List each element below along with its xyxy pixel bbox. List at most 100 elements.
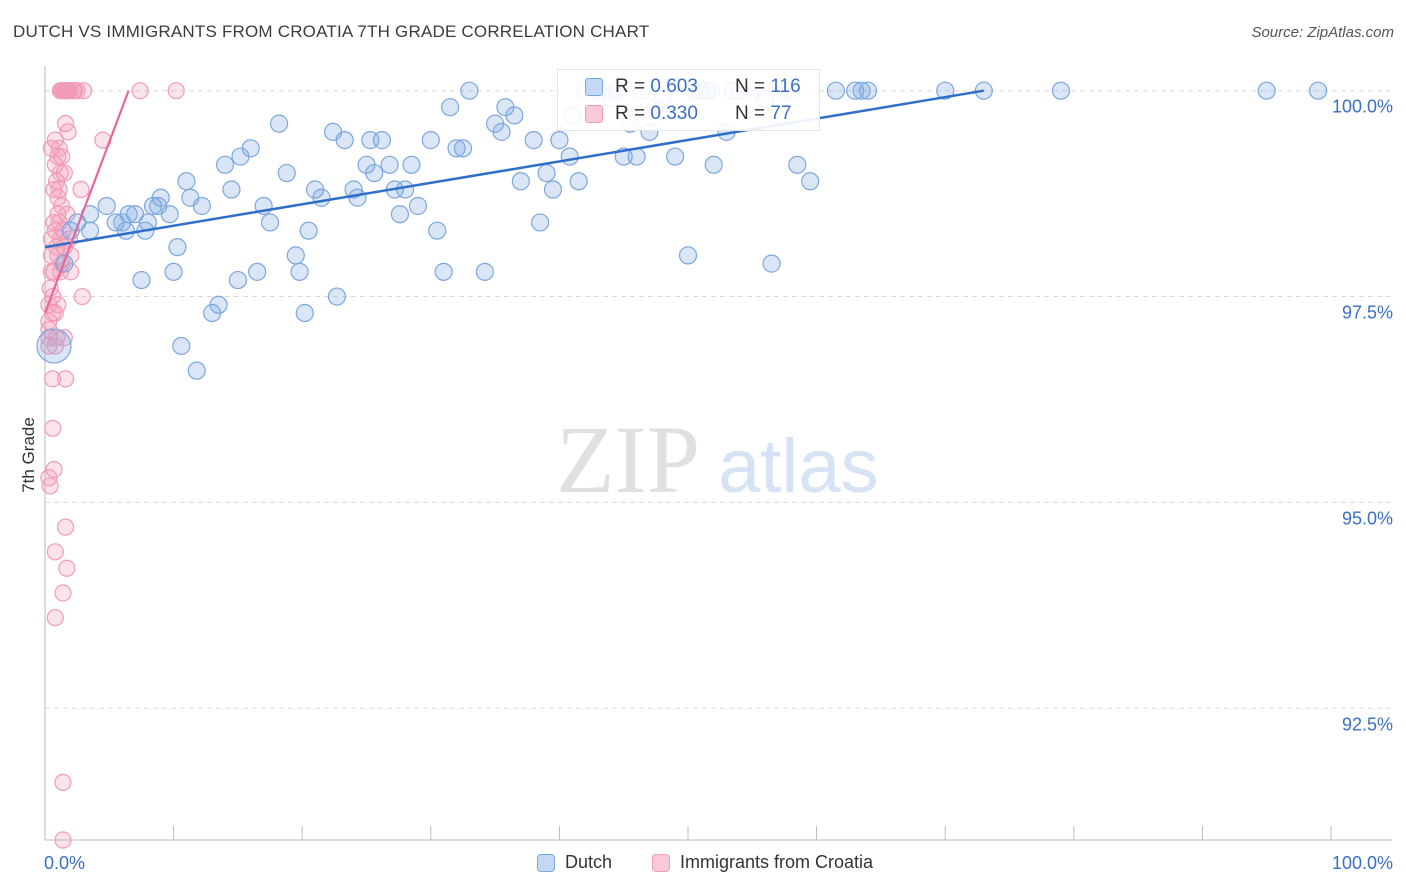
- data-point-croatia: [42, 139, 61, 157]
- data-point-dutch: [164, 262, 183, 281]
- trend-lines: [43, 89, 984, 314]
- data-point-dutch: [277, 163, 296, 183]
- data-point-dutch: [365, 163, 384, 183]
- data-point-dutch: [762, 254, 781, 273]
- data-point-croatia: [58, 559, 76, 577]
- data-point-croatia: [45, 460, 63, 479]
- x-tick-label: 100.0%: [1332, 853, 1393, 873]
- data-point-dutch: [434, 262, 453, 281]
- data-point-dutch: [119, 205, 138, 224]
- data-point-croatia: [56, 370, 75, 388]
- data-point-croatia: [49, 296, 67, 314]
- data-point-croatia: [46, 131, 64, 149]
- y-tick-label: 92.5%: [1342, 714, 1393, 734]
- data-point-dutch: [1257, 81, 1276, 100]
- data-point-dutch: [1309, 81, 1328, 100]
- n-value-croatia: 77: [770, 103, 792, 124]
- data-point-dutch: [543, 180, 563, 199]
- legend-swatch-croatia: [652, 853, 670, 872]
- data-point-dutch: [511, 172, 530, 191]
- data-point-croatia: [53, 197, 71, 215]
- data-point-dutch: [125, 205, 145, 224]
- croatia-swatch: [585, 105, 603, 123]
- data-point-dutch: [177, 172, 196, 191]
- data-point-dutch: [248, 262, 267, 281]
- data-point-dutch: [524, 131, 543, 150]
- watermark-zip: ZIP: [556, 406, 700, 513]
- data-point-croatia: [131, 82, 149, 100]
- data-point-dutch: [846, 81, 865, 100]
- data-point-dutch: [505, 106, 524, 125]
- data-point-dutch: [260, 213, 280, 232]
- data-point-dutch: [132, 270, 151, 290]
- data-point-dutch: [241, 139, 260, 158]
- data-point-croatia: [50, 180, 68, 199]
- data-point-dutch: [80, 221, 100, 240]
- grid-lines: [45, 90, 1392, 709]
- r-value-dutch: 0.603: [650, 76, 698, 97]
- data-point-dutch: [826, 81, 845, 100]
- data-point-dutch: [312, 188, 331, 207]
- data-point-croatia: [54, 773, 72, 791]
- data-point-dutch: [209, 295, 228, 314]
- data-point-dutch: [560, 147, 579, 166]
- data-point-dutch: [460, 81, 479, 100]
- legend-label-dutch: Dutch: [565, 852, 613, 872]
- data-point-dutch: [187, 361, 206, 380]
- r-value-croatia: 0.330: [650, 103, 698, 124]
- n-value-dutch: 116: [770, 76, 801, 97]
- data-point-dutch: [36, 328, 72, 364]
- data-point-croatia: [44, 370, 62, 388]
- data-point-dutch: [116, 221, 136, 240]
- data-point-dutch: [380, 155, 399, 174]
- data-point-croatia: [54, 831, 72, 849]
- data-point-dutch: [788, 155, 807, 174]
- data-point-croatia: [74, 82, 93, 100]
- data-point-dutch: [286, 246, 305, 265]
- data-point-dutch: [335, 131, 354, 150]
- stats-row-croatia: R = 0.330 N = 77: [558, 101, 792, 127]
- data-point-dutch: [421, 131, 440, 150]
- y-tick-label: 95.0%: [1342, 508, 1393, 528]
- data-point-croatia: [56, 518, 75, 536]
- data-point-croatia: [46, 609, 64, 627]
- r-label: R =: [615, 103, 651, 124]
- data-point-dutch: [160, 205, 179, 224]
- axes: [44, 66, 1392, 841]
- data-point-dutch: [440, 98, 460, 117]
- data-point-dutch: [531, 213, 550, 232]
- n-label: N =: [735, 103, 766, 124]
- data-point-dutch: [151, 188, 170, 207]
- data-point-croatia: [68, 82, 86, 100]
- data-point-dutch: [192, 196, 211, 216]
- data-point-croatia: [41, 477, 59, 495]
- data-point-dutch: [372, 131, 392, 150]
- data-point-dutch: [222, 180, 241, 199]
- data-point-dutch: [801, 172, 820, 191]
- data-point-croatia: [55, 329, 73, 347]
- data-point-croatia: [44, 419, 62, 437]
- data-point-dutch: [537, 163, 556, 183]
- y-axis-label: 7th Grade: [19, 417, 38, 493]
- data-point-dutch: [348, 188, 367, 207]
- legend-item-dutch[interactable]: Dutch: [537, 852, 612, 873]
- data-point-dutch: [390, 205, 410, 224]
- data-point-croatia: [55, 164, 73, 182]
- data-point-dutch: [269, 114, 289, 133]
- source-label: Source: ZipAtlas.com: [1251, 24, 1394, 41]
- data-point-dutch: [299, 221, 318, 240]
- legend-swatch-dutch: [537, 853, 555, 872]
- data-point-croatia: [46, 543, 64, 561]
- data-point-dutch: [228, 270, 247, 290]
- croatia-points: [40, 82, 185, 849]
- legend-item-croatia[interactable]: Immigrants from Croatia: [652, 852, 873, 873]
- data-point-dutch: [569, 172, 588, 191]
- r-label: R =: [615, 76, 651, 97]
- dutch-swatch: [585, 78, 603, 96]
- data-point-dutch: [97, 196, 116, 216]
- x-tick-label: 0.0%: [44, 853, 85, 873]
- data-point-dutch: [1051, 81, 1071, 100]
- data-point-dutch: [408, 196, 428, 216]
- data-point-croatia: [59, 123, 77, 141]
- data-point-dutch: [475, 262, 494, 281]
